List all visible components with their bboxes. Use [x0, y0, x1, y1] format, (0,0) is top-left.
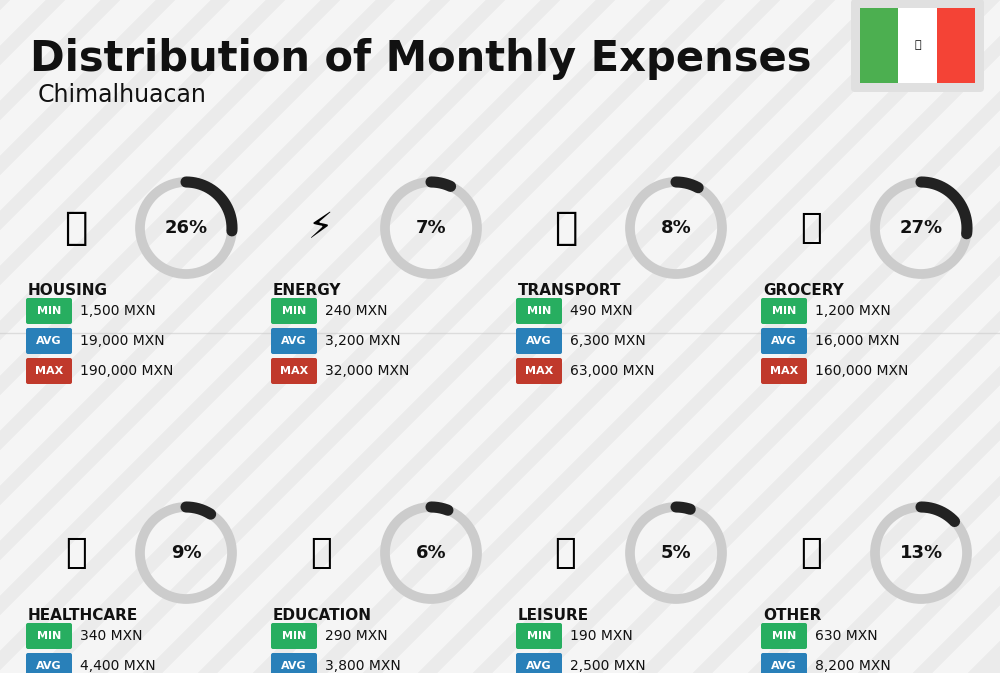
Text: MAX: MAX [280, 366, 308, 376]
Text: MIN: MIN [527, 631, 551, 641]
Text: TRANSPORT: TRANSPORT [518, 283, 622, 298]
Text: 💰: 💰 [800, 536, 822, 570]
Text: 5%: 5% [661, 544, 691, 562]
FancyBboxPatch shape [271, 653, 317, 673]
FancyBboxPatch shape [761, 653, 807, 673]
Text: OTHER: OTHER [763, 608, 821, 623]
Text: GROCERY: GROCERY [763, 283, 844, 298]
FancyBboxPatch shape [271, 623, 317, 649]
Text: 8,200 MXN: 8,200 MXN [815, 659, 891, 673]
Text: 🎓: 🎓 [310, 536, 332, 570]
Text: 190 MXN: 190 MXN [570, 629, 633, 643]
Text: MAX: MAX [525, 366, 553, 376]
Text: 🏢: 🏢 [64, 209, 88, 247]
Text: 340 MXN: 340 MXN [80, 629, 143, 643]
Text: 1,500 MXN: 1,500 MXN [80, 304, 156, 318]
Text: AVG: AVG [281, 661, 307, 671]
FancyBboxPatch shape [26, 653, 72, 673]
Text: MIN: MIN [37, 306, 61, 316]
Text: Chimalhuacan: Chimalhuacan [38, 83, 207, 107]
Text: 32,000 MXN: 32,000 MXN [325, 364, 409, 378]
Text: ENERGY: ENERGY [273, 283, 342, 298]
Text: AVG: AVG [771, 661, 797, 671]
Text: 1,200 MXN: 1,200 MXN [815, 304, 891, 318]
Text: HOUSING: HOUSING [28, 283, 108, 298]
Bar [898, 8, 937, 83]
Text: 290 MXN: 290 MXN [325, 629, 388, 643]
Text: AVG: AVG [526, 336, 552, 346]
FancyBboxPatch shape [26, 298, 72, 324]
FancyBboxPatch shape [516, 358, 562, 384]
Text: MIN: MIN [772, 306, 796, 316]
FancyBboxPatch shape [516, 653, 562, 673]
Text: 13%: 13% [899, 544, 943, 562]
FancyBboxPatch shape [761, 328, 807, 354]
Text: 🦅: 🦅 [914, 40, 921, 50]
Text: AVG: AVG [771, 336, 797, 346]
Text: MIN: MIN [527, 306, 551, 316]
Text: MIN: MIN [282, 306, 306, 316]
FancyBboxPatch shape [516, 623, 562, 649]
Text: EDUCATION: EDUCATION [273, 608, 372, 623]
Text: 🫀: 🫀 [65, 536, 87, 570]
Text: Distribution of Monthly Expenses: Distribution of Monthly Expenses [30, 38, 812, 80]
Text: 4,400 MXN: 4,400 MXN [80, 659, 156, 673]
Text: 490 MXN: 490 MXN [570, 304, 633, 318]
Text: AVG: AVG [281, 336, 307, 346]
Text: 27%: 27% [899, 219, 943, 237]
FancyBboxPatch shape [26, 623, 72, 649]
Text: 16,000 MXN: 16,000 MXN [815, 334, 900, 348]
Text: HEALTHCARE: HEALTHCARE [28, 608, 138, 623]
Text: 🚌: 🚌 [554, 209, 578, 247]
Text: MIN: MIN [282, 631, 306, 641]
Text: MIN: MIN [37, 631, 61, 641]
FancyBboxPatch shape [851, 0, 984, 92]
FancyBboxPatch shape [761, 298, 807, 324]
Text: 240 MXN: 240 MXN [325, 304, 388, 318]
Text: 6%: 6% [416, 544, 446, 562]
Text: 6,300 MXN: 6,300 MXN [570, 334, 646, 348]
Text: AVG: AVG [36, 336, 62, 346]
Text: 26%: 26% [164, 219, 208, 237]
Text: 9%: 9% [171, 544, 201, 562]
Bar [860, 8, 898, 83]
Text: MAX: MAX [35, 366, 63, 376]
Text: 3,200 MXN: 3,200 MXN [325, 334, 401, 348]
Text: 160,000 MXN: 160,000 MXN [815, 364, 908, 378]
Text: 190,000 MXN: 190,000 MXN [80, 364, 173, 378]
FancyBboxPatch shape [26, 328, 72, 354]
Text: 🛒: 🛒 [800, 211, 822, 245]
Text: LEISURE: LEISURE [518, 608, 589, 623]
FancyBboxPatch shape [26, 358, 72, 384]
FancyBboxPatch shape [761, 358, 807, 384]
Bar [937, 8, 975, 83]
Text: 8%: 8% [661, 219, 691, 237]
Text: 3,800 MXN: 3,800 MXN [325, 659, 401, 673]
Text: MIN: MIN [772, 631, 796, 641]
Text: MAX: MAX [770, 366, 798, 376]
Text: ⚡: ⚡ [308, 211, 334, 245]
Text: 2,500 MXN: 2,500 MXN [570, 659, 646, 673]
Text: 63,000 MXN: 63,000 MXN [570, 364, 654, 378]
Text: 630 MXN: 630 MXN [815, 629, 878, 643]
FancyBboxPatch shape [516, 328, 562, 354]
FancyBboxPatch shape [271, 358, 317, 384]
Text: AVG: AVG [526, 661, 552, 671]
FancyBboxPatch shape [271, 298, 317, 324]
FancyBboxPatch shape [761, 623, 807, 649]
Text: 7%: 7% [416, 219, 446, 237]
Text: 19,000 MXN: 19,000 MXN [80, 334, 165, 348]
Text: AVG: AVG [36, 661, 62, 671]
FancyBboxPatch shape [271, 328, 317, 354]
Text: 🛍️: 🛍️ [555, 536, 577, 570]
FancyBboxPatch shape [516, 298, 562, 324]
